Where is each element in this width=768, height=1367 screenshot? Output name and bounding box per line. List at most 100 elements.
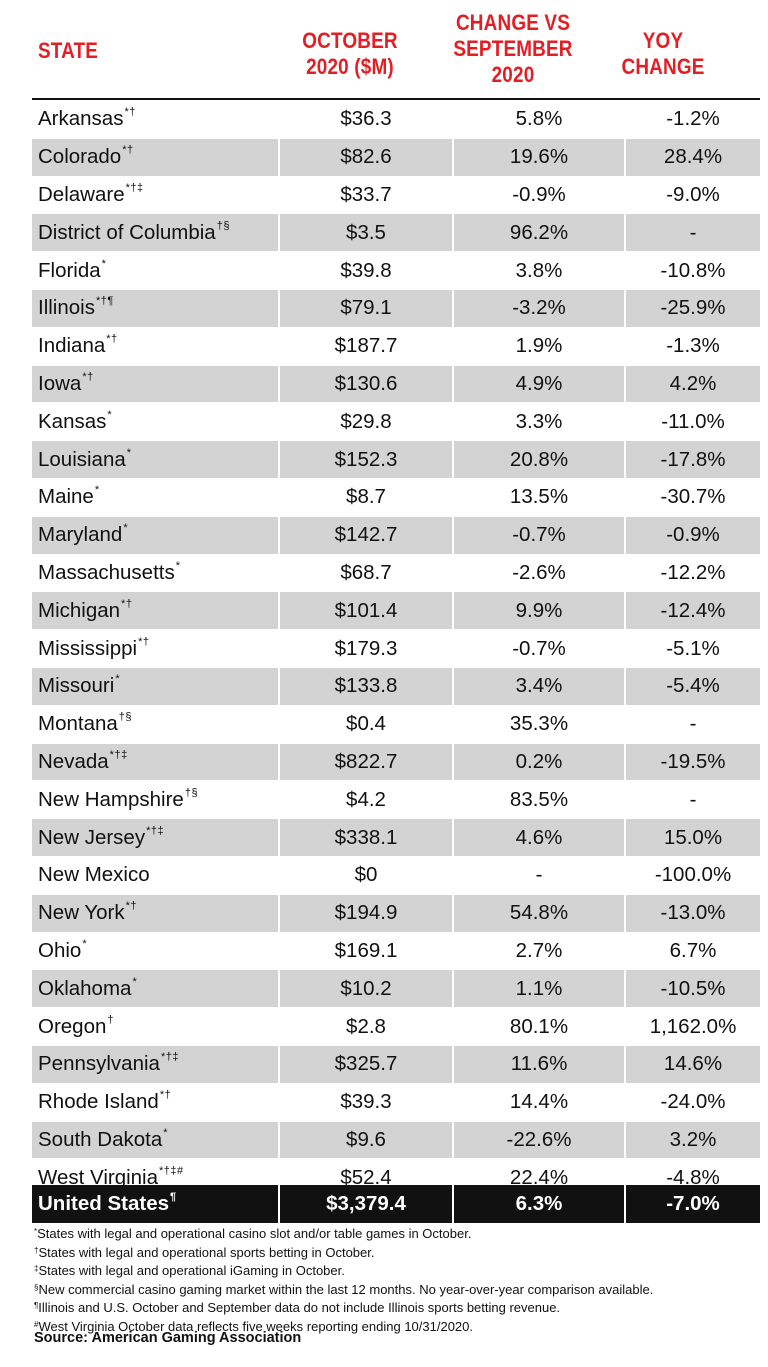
table-header: STATE OCTOBER 2020 ($M) CHANGE VS SEPTEMBE…: [0, 0, 768, 98]
yoy-cell: -24.0%: [660, 1090, 726, 1114]
footnote-marks: †: [107, 1013, 115, 1026]
state-cell: Oregon †: [38, 1013, 115, 1038]
yoy-cell: 15.0%: [626, 819, 760, 856]
october-cell: $29.8: [340, 409, 392, 433]
table-row: Ohio * $169.1 2.7% 6.7%: [32, 931, 760, 970]
state-cell: Colorado *†: [32, 138, 278, 176]
october-cell: $130.6: [280, 365, 452, 403]
yoy-cell: -12.2%: [660, 560, 726, 584]
table-row: Louisiana * $152.3 20.8% -17.8%: [32, 440, 760, 478]
footnote: ‡States with legal and operational iGami…: [34, 1263, 345, 1279]
change-cell: 1.1%: [454, 970, 624, 1008]
october-cell: $68.7: [340, 560, 392, 584]
yoy-cell: -12.4%: [626, 592, 760, 630]
state-cell: Maine *: [38, 484, 100, 509]
state-cell: Mississippi *†: [38, 635, 150, 660]
table-row: Arkansas *† $36.3 5.8% -1.2%: [32, 100, 760, 138]
state-cell: Ohio *: [38, 937, 88, 962]
change-cell: -3.2%: [454, 289, 624, 327]
state-cell: Massachusetts *: [38, 559, 181, 584]
table-row: New Hampshire †§ $4.2 83.5% -: [32, 780, 760, 818]
table-row: Missouri * $133.8 3.4% -5.4%: [32, 666, 760, 705]
october-cell: $325.7: [280, 1045, 452, 1083]
footnote-marks: *†‡: [109, 748, 128, 761]
october-cell: $39.3: [340, 1090, 392, 1114]
state-cell: New Hampshire †§: [38, 786, 199, 811]
change-cell: 83.5%: [509, 787, 569, 811]
yoy-cell: -: [626, 214, 760, 252]
october-cell: $4.2: [346, 787, 386, 811]
table-row: Massachusetts * $68.7 -2.6% -12.2%: [32, 553, 760, 592]
yoy-cell: -5.4%: [626, 667, 760, 705]
footnote-marks: *†: [125, 900, 138, 913]
state-cell: Missouri *: [32, 667, 278, 705]
state-cell: Michigan *†: [32, 592, 278, 630]
state-cell: Louisiana *: [32, 441, 278, 478]
header-change-vs-september: CHANGE VS SEPTEMBER 2020: [453, 10, 573, 87]
yoy-cell: 6.7%: [669, 938, 717, 962]
total-state-cell: United States ¶: [32, 1185, 278, 1223]
yoy-cell: -11.0%: [661, 409, 725, 433]
yoy-cell: -25.9%: [626, 289, 760, 327]
state-cell: Kansas *: [38, 408, 113, 433]
footnote: ¶Illinois and U.S. October and September…: [34, 1300, 561, 1316]
october-cell: $179.3: [334, 636, 398, 660]
october-cell: $187.7: [334, 334, 398, 358]
state-cell: Delaware *†‡: [38, 181, 144, 206]
total-october-cell: $3,379.4: [280, 1185, 452, 1223]
footnote-marks: *†: [159, 1089, 172, 1102]
footnotes: *States with legal and operational casin…: [34, 1226, 754, 1338]
yoy-cell: -5.1%: [666, 636, 720, 660]
october-cell: $169.1: [334, 938, 398, 962]
october-cell: $0: [354, 863, 378, 887]
footnote-marks: †§: [216, 219, 230, 232]
change-cell: 3.4%: [454, 667, 624, 705]
table-row: Indiana *† $187.7 1.9% -1.3%: [32, 326, 760, 365]
yoy-cell: 14.6%: [626, 1045, 760, 1083]
yoy-cell: -1.2%: [666, 107, 720, 131]
state-cell: Montana †§: [38, 711, 133, 736]
october-cell: $101.4: [280, 592, 452, 630]
change-cell: 14.4%: [509, 1090, 569, 1114]
change-cell: -0.7%: [454, 516, 624, 554]
yoy-cell: -30.7%: [660, 485, 726, 509]
yoy-cell: -9.0%: [666, 182, 720, 206]
state-cell: Illinois *†¶: [32, 289, 278, 327]
state-cell: New York *†: [32, 894, 278, 932]
october-cell: $52.4: [340, 1165, 392, 1189]
footnote-marks: *†‡: [160, 1051, 179, 1064]
table-row: Iowa *† $130.6 4.9% 4.2%: [32, 364, 760, 403]
table-row: Florida * $39.8 3.8% -10.8%: [32, 251, 760, 289]
october-cell: $194.9: [280, 894, 452, 932]
state-cell: New Jersey *†‡: [32, 819, 278, 856]
october-cell: $152.3: [280, 441, 452, 478]
footnote-marks: *: [126, 446, 132, 459]
change-cell: 4.6%: [454, 819, 624, 856]
table-row: Oklahoma * $10.2 1.1% -10.5%: [32, 969, 760, 1008]
change-cell: 3.8%: [515, 258, 563, 282]
state-cell: Iowa *†: [32, 365, 278, 403]
footnote: †States with legal and operational sport…: [34, 1244, 375, 1260]
yoy-cell: 4.2%: [626, 365, 760, 403]
table-row: South Dakota * $9.6 -22.6% 3.2%: [32, 1120, 760, 1159]
october-cell: $39.8: [340, 258, 392, 282]
october-cell: $79.1: [280, 289, 452, 327]
change-cell: 2.7%: [515, 938, 563, 962]
table-row: District of Columbia †§ $3.5 96.2% -: [32, 213, 760, 252]
yoy-cell: -10.8%: [660, 258, 726, 282]
state-cell: Florida *: [38, 257, 107, 282]
table-body: Arkansas *† $36.3 5.8% -1.2% Colorado *† $82.6 1…: [32, 100, 760, 1196]
state-cell: Arkansas *†: [38, 106, 136, 131]
yoy-cell: -19.5%: [626, 743, 760, 781]
change-cell: 9.9%: [454, 592, 624, 630]
footnote-marks: *†: [82, 370, 94, 383]
table-row: New Jersey *†‡ $338.1 4.6% 15.0%: [32, 818, 760, 856]
table-row: Maine * $8.7 13.5% -30.7%: [32, 477, 760, 516]
october-cell: $0.4: [346, 712, 386, 736]
state-cell: Rhode Island *†: [38, 1089, 172, 1114]
footnote-marks: *: [115, 673, 121, 686]
table-row: Nevada *†‡ $822.7 0.2% -19.5%: [32, 742, 760, 781]
yoy-cell: -: [689, 712, 697, 736]
change-cell: 1.9%: [515, 334, 563, 358]
yoy-cell: -4.8%: [666, 1165, 720, 1189]
